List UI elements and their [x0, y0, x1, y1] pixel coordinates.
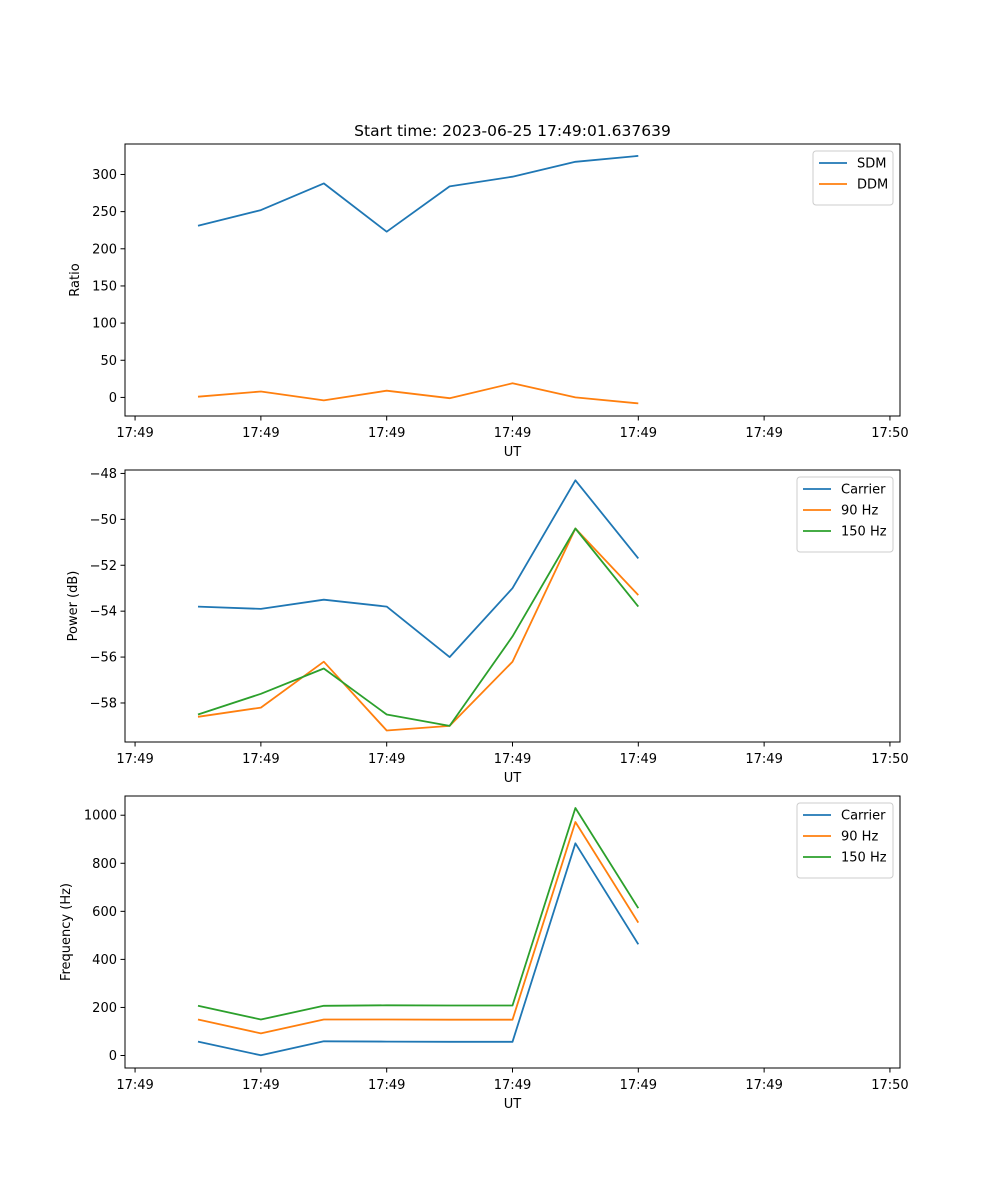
- y-tick-label: 100: [92, 317, 117, 332]
- y-tick-label: −54: [90, 605, 117, 620]
- y-tick-label: 250: [92, 205, 117, 220]
- series-line-2-1: [197, 479, 640, 658]
- y-tick-label: 150: [92, 279, 117, 294]
- x-tick-label: 17:50: [871, 426, 908, 441]
- legend-label: 90 Hz: [841, 504, 878, 519]
- x-tick-label: 17:50: [871, 1078, 908, 1093]
- series-line-3-2: [197, 821, 640, 1035]
- subplot-1: 17:49 17:49 17:49 17:49 17:49 17:49 17:50 0 50 10…: [68, 122, 909, 460]
- x-tick-label: 17:50: [871, 752, 908, 767]
- subplot-2: 17:49 17:49 17:49 17:49 17:49 17:49 17:50 −58 −5…: [66, 467, 909, 786]
- x-tick-label: 17:49: [368, 426, 405, 441]
- legend-label: DDM: [857, 178, 888, 193]
- x-tick-label: 17:49: [242, 426, 279, 441]
- x-tick-label: 17:49: [494, 426, 531, 441]
- legend: Carrier 90 Hz 150 Hz: [796, 802, 894, 879]
- y-axis-label: Power (dB): [66, 571, 81, 642]
- legend-box: [796, 802, 894, 879]
- x-tick-label: 17:49: [620, 426, 657, 441]
- legend-label: SDM: [857, 157, 886, 172]
- y-tick-label: 200: [92, 1001, 117, 1016]
- y-tick-label: −58: [90, 696, 117, 711]
- x-tick-label: 17:49: [745, 426, 782, 441]
- y-tick-label: −52: [90, 559, 117, 574]
- y-tick-label: 50: [100, 354, 117, 369]
- y-tick-label: 1000: [84, 809, 117, 824]
- x-axis-label: UT: [504, 1097, 522, 1112]
- chart-title: Start time: 2023-06-25 17:49:01.637639: [354, 122, 671, 140]
- x-tick-label: 17:49: [116, 426, 153, 441]
- plot-frame: [124, 795, 901, 1069]
- series-line-2-2: [197, 527, 639, 732]
- series-line-3-3: [197, 807, 640, 1021]
- y-tick-label: −50: [90, 513, 117, 528]
- x-tick-label: 17:49: [620, 1078, 657, 1093]
- x-tick-label: 17:49: [242, 752, 279, 767]
- x-tick-label: 17:49: [242, 1078, 279, 1093]
- x-tick-label: 17:49: [620, 752, 657, 767]
- y-tick-label: 400: [92, 953, 117, 968]
- series-line-1-1: [197, 155, 639, 233]
- legend: Carrier 90 Hz 150 Hz: [796, 476, 894, 553]
- x-tick-label: 17:49: [368, 752, 405, 767]
- legend-box: [796, 476, 894, 553]
- legend-label: Carrier: [841, 483, 886, 498]
- legend-label: 150 Hz: [841, 851, 887, 866]
- y-tick-label: −56: [90, 651, 117, 666]
- y-tick-label: −48: [90, 467, 117, 482]
- plot-frame: [124, 143, 901, 417]
- x-tick-label: 17:49: [116, 752, 153, 767]
- x-tick-label: 17:49: [494, 752, 531, 767]
- y-axis-label: Ratio: [68, 263, 83, 296]
- x-tick-label: 17:49: [745, 752, 782, 767]
- y-tick-label: 200: [92, 242, 117, 257]
- series-line-2-3: [197, 527, 640, 727]
- series-line-1-2: [197, 382, 639, 405]
- x-tick-label: 17:49: [494, 1078, 531, 1093]
- y-tick-label: 0: [109, 1049, 117, 1064]
- subplot-3: 17:49 17:49 17:49 17:49 17:49 17:49 17:50 0 200 4…: [59, 795, 909, 1112]
- y-axis-label: Frequency (Hz): [59, 883, 74, 981]
- y-tick-label: 600: [92, 905, 117, 920]
- legend-label: 150 Hz: [841, 525, 887, 540]
- x-axis-label: UT: [504, 445, 522, 460]
- legend-label: 90 Hz: [841, 830, 878, 845]
- legend-label: Carrier: [841, 809, 886, 824]
- x-tick-label: 17:49: [745, 1078, 782, 1093]
- y-tick-label: 0: [109, 391, 117, 406]
- y-tick-label: 800: [92, 857, 117, 872]
- series-line-3-1: [197, 842, 640, 1057]
- y-tick-label: 300: [92, 168, 117, 183]
- x-tick-label: 17:49: [368, 1078, 405, 1093]
- legend: SDM DDM: [812, 150, 894, 206]
- x-tick-label: 17:49: [116, 1078, 153, 1093]
- legend-box: [812, 150, 894, 206]
- x-axis-label: UT: [504, 771, 522, 786]
